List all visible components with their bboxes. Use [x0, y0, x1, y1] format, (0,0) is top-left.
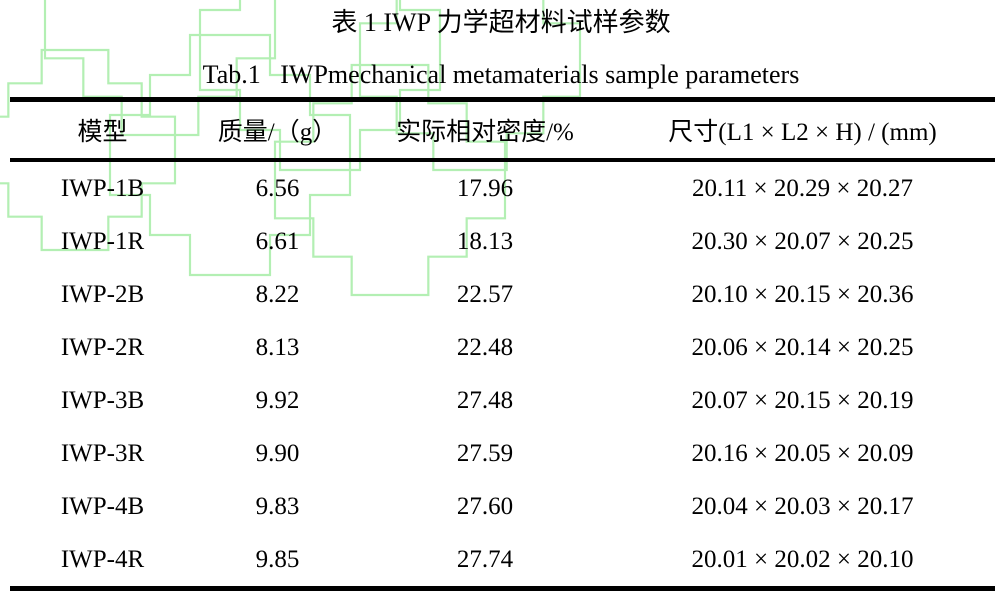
table-body: IWP-1B 6.56 17.96 20.11 × 20.29 × 20.27 IWP-… — [10, 160, 995, 589]
table-cell: 20.06 × 20.14 × 20.25 — [691, 333, 914, 361]
table-cell: 27.74 — [456, 545, 514, 573]
table-row: IWP-2B 8.22 22.57 20.10 × 20.15 × 20.36 — [10, 268, 995, 321]
table-title-en: Tab.1 IWPmechanical metamaterials sample… — [202, 60, 800, 89]
table-cell: 22.48 — [456, 333, 514, 361]
table-row: IWP-3B 9.92 27.48 20.07 × 20.15 × 20.19 — [10, 374, 995, 427]
table-cell: 20.04 × 20.03 × 20.17 — [691, 492, 914, 520]
table-cell: 27.60 — [456, 492, 514, 520]
sample-parameters-table: 模型 质量/（g） 实际相对密度/% 尺寸(L1 × L2 × H) / (mm… — [10, 97, 995, 591]
table-cell: IWP-4R — [60, 545, 145, 573]
table-cell: 9.83 — [255, 492, 300, 520]
table-cell: 9.85 — [255, 545, 300, 573]
table-cell: IWP-3B — [60, 386, 145, 414]
table-row: IWP-1R 6.61 18.13 20.30 × 20.07 × 20.25 — [10, 215, 995, 268]
table-cell: 27.59 — [456, 439, 514, 467]
table-row: IWP-3R 9.90 27.59 20.16 × 20.05 × 20.09 — [10, 427, 995, 480]
table-cell: 20.01 × 20.02 × 20.10 — [691, 545, 914, 573]
table-cell: 20.11 × 20.29 × 20.27 — [691, 174, 914, 202]
table-cell: IWP-4B — [60, 492, 145, 520]
table-cell: 8.22 — [255, 280, 300, 308]
table-title-zh: 表 1 IWP 力学超材料试样参数 — [331, 8, 671, 37]
table-cell: IWP-2B — [60, 280, 145, 308]
table-cell: 20.30 × 20.07 × 20.25 — [691, 227, 914, 255]
header-relative-density: 实际相对密度/% — [360, 99, 610, 162]
table-cell: 20.16 × 20.05 × 20.09 — [691, 439, 914, 467]
table-cell: 6.61 — [255, 227, 300, 255]
table-cell: 18.13 — [456, 227, 514, 255]
table-row: IWP-4R 9.85 27.74 20.01 × 20.02 × 20.10 — [10, 533, 995, 589]
table-cell: 27.48 — [456, 386, 514, 414]
table-row: IWP-4B 9.83 27.60 20.04 × 20.03 × 20.17 — [10, 480, 995, 533]
table-cell: IWP-2R — [60, 333, 145, 361]
table-cell: 20.10 × 20.15 × 20.36 — [691, 280, 914, 308]
header-mass: 质量/（g） — [195, 99, 360, 162]
header-model: 模型 — [10, 99, 195, 162]
table-cell: 20.07 × 20.15 × 20.19 — [691, 386, 914, 414]
table-cell: 22.57 — [456, 280, 514, 308]
table-cell: 9.90 — [255, 439, 300, 467]
table-cell: 9.92 — [255, 386, 300, 414]
table-row: IWP-1B 6.56 17.96 20.11 × 20.29 × 20.27 — [10, 160, 995, 215]
table-cell: IWP-1B — [60, 174, 145, 202]
table-cell: 8.13 — [255, 333, 300, 361]
header-dimensions: 尺寸(L1 × L2 × H) / (mm) — [610, 99, 995, 162]
table-cell: 17.96 — [456, 174, 514, 202]
table-cell: 6.56 — [255, 174, 300, 202]
table-cell: IWP-1R — [60, 227, 145, 255]
table-row: IWP-2R 8.13 22.48 20.06 × 20.14 × 20.25 — [10, 321, 995, 374]
table-cell: IWP-3R — [60, 439, 145, 467]
table-header-row: 模型 质量/（g） 实际相对密度/% 尺寸(L1 × L2 × H) / (mm… — [10, 99, 995, 162]
